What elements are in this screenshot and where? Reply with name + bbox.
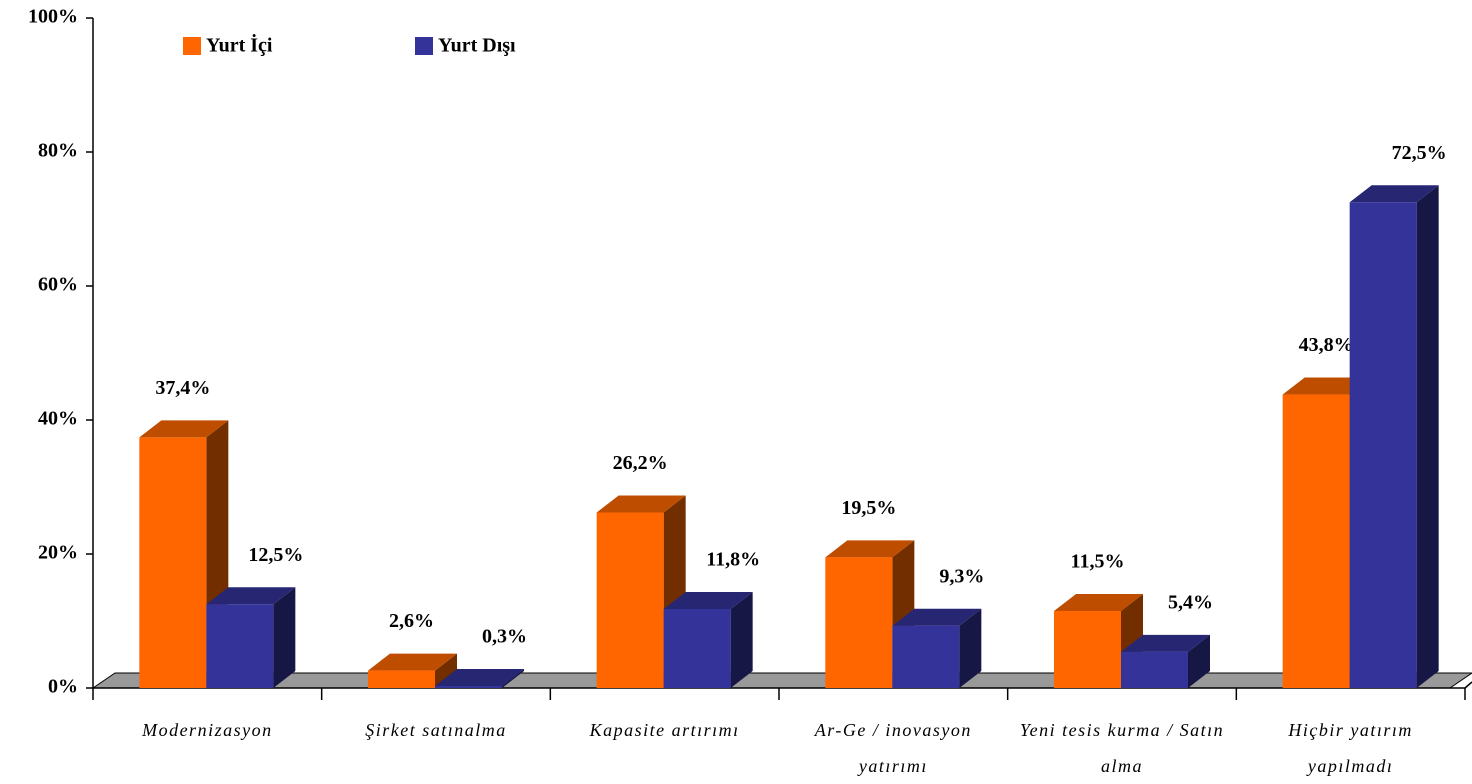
- bar-top: [368, 653, 457, 671]
- value-label: 2,6%: [389, 610, 434, 632]
- value-label: 5,4%: [1168, 591, 1213, 613]
- bar: [435, 685, 502, 688]
- value-label: 19,5%: [841, 497, 896, 519]
- y-tick-label: 0%: [48, 676, 78, 698]
- bar: [892, 625, 960, 688]
- bar-top: [1121, 634, 1210, 652]
- bar-top: [663, 591, 753, 609]
- x-axis-end: [1464, 681, 1472, 689]
- bar: [825, 557, 893, 688]
- bar-side: [1188, 634, 1210, 688]
- value-label: 12,5%: [248, 544, 303, 566]
- bar-top: [892, 608, 982, 626]
- bar-top: [1054, 593, 1143, 611]
- bar-top: [139, 420, 229, 438]
- value-label: 26,2%: [613, 452, 668, 474]
- value-label: 11,8%: [706, 549, 760, 571]
- legend-swatch: [183, 37, 201, 55]
- bar: [206, 604, 274, 688]
- y-tick-label: 20%: [38, 542, 78, 564]
- value-label: 37,4%: [155, 377, 210, 399]
- bar-top: [1282, 377, 1372, 395]
- bar: [596, 512, 664, 688]
- bar-side: [435, 653, 457, 688]
- x-tick-label: Hiçbir yatırım yapılmadı: [1288, 720, 1413, 776]
- bar: [139, 437, 207, 688]
- y-tick-label: 80%: [38, 140, 78, 162]
- bar-side: [959, 608, 982, 688]
- floor: [91, 672, 1472, 689]
- y-tick-label: 60%: [38, 274, 78, 296]
- bar: [368, 670, 435, 688]
- x-tick-label: Modernizasyon: [142, 720, 273, 740]
- value-label: 11,5%: [1071, 551, 1125, 573]
- legend-label: Yurt Dışı: [438, 35, 516, 57]
- bar: [1349, 202, 1417, 688]
- y-tick-label: 40%: [38, 408, 78, 430]
- bar: [663, 608, 731, 688]
- bar: [1282, 394, 1350, 688]
- legend-label: Yurt İçi: [206, 33, 273, 57]
- value-label: 0,3%: [482, 626, 527, 648]
- bar-side: [730, 591, 753, 688]
- bar-side: [502, 668, 524, 688]
- bar-top: [596, 495, 686, 513]
- value-label: 43,8%: [1299, 334, 1354, 356]
- bar-top: [1349, 185, 1439, 203]
- value-label: 72,5%: [1392, 142, 1447, 164]
- x-tick-label: Kapasite artırımı: [589, 720, 740, 740]
- bar-top: [435, 668, 524, 686]
- bar-side: [273, 587, 296, 688]
- x-tick-label: Ar-Ge / inovasyon yatırımı: [814, 720, 972, 776]
- legend-swatch: [415, 37, 433, 55]
- y-tick-label: 100%: [28, 6, 78, 28]
- bar: [1121, 651, 1188, 688]
- x-tick-label: Şirket satınalma: [365, 720, 507, 740]
- value-label: 9,3%: [939, 565, 984, 587]
- x-tick-label: Yeni tesis kurma / Satın alma: [1019, 720, 1225, 776]
- bar: [1054, 610, 1121, 688]
- bar-top: [206, 587, 296, 605]
- bar-side: [1416, 185, 1439, 688]
- bar-top: [825, 540, 915, 558]
